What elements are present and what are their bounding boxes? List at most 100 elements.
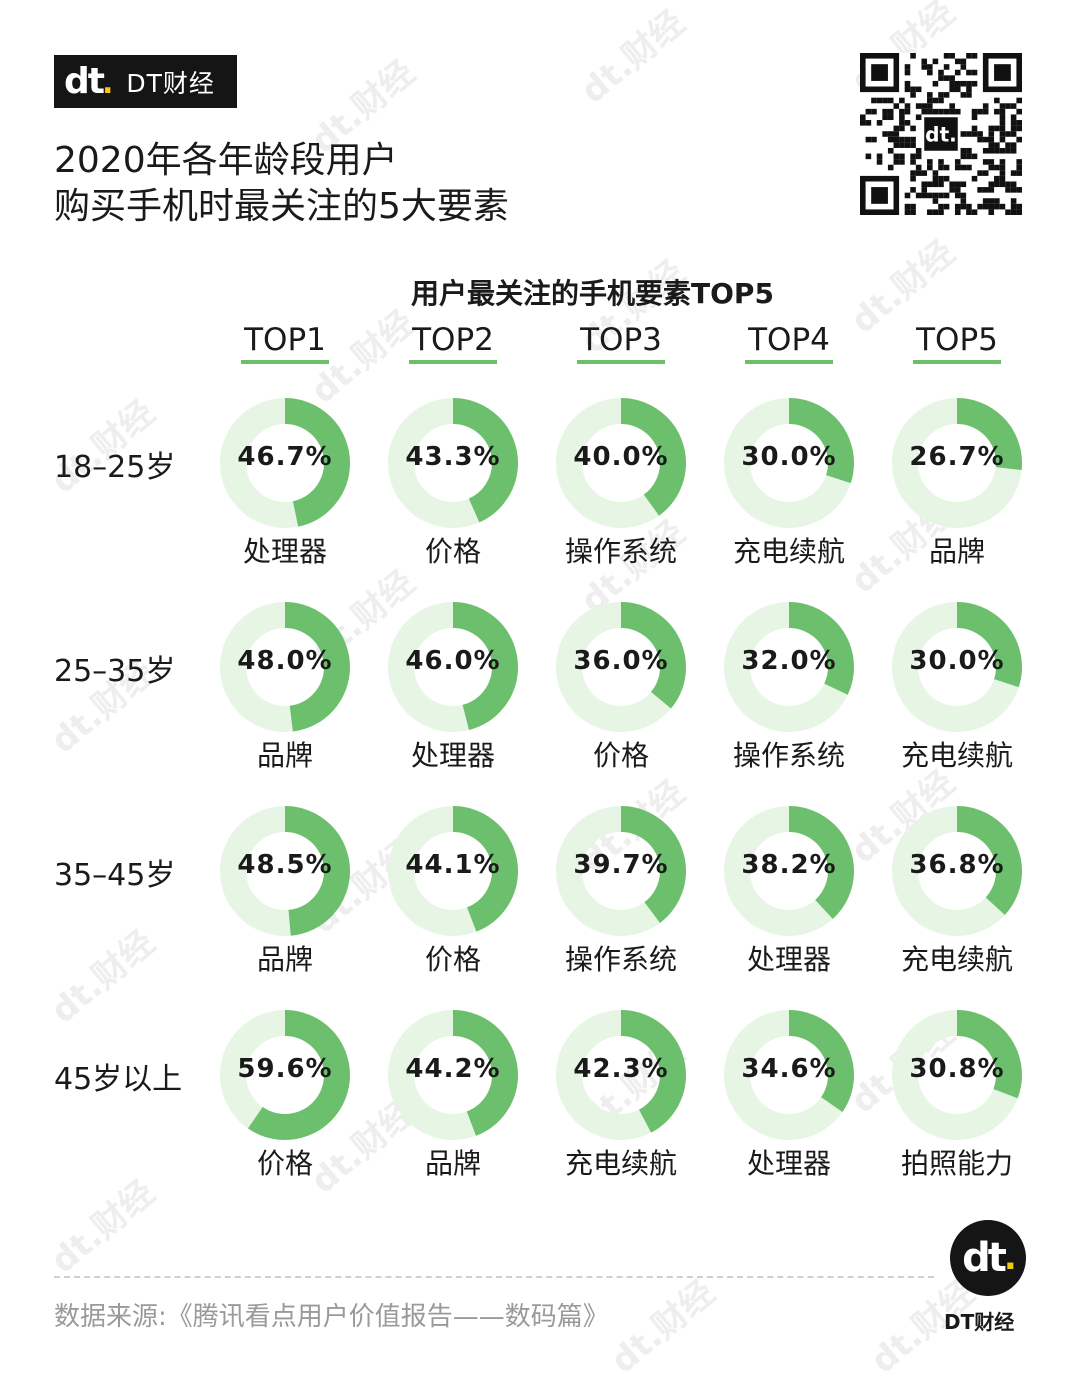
svg-text:dt.: dt. bbox=[925, 122, 957, 146]
rank-label: TOP1 bbox=[241, 322, 329, 364]
donut-value-arc bbox=[724, 1010, 854, 1140]
brand-name: DT财经 bbox=[126, 68, 215, 98]
donut-value-arc bbox=[556, 1010, 686, 1140]
percent-label: 36.0% bbox=[573, 646, 669, 676]
factor-label: 充电续航 bbox=[564, 1147, 677, 1180]
factor-label: 充电续航 bbox=[900, 943, 1013, 976]
donut-value-arc bbox=[388, 806, 518, 936]
watermark: dt.财经 bbox=[603, 1272, 723, 1382]
donut-value-arc bbox=[220, 806, 350, 936]
dt-logo-icon: dt. bbox=[64, 60, 113, 102]
donut-value-arc bbox=[556, 806, 686, 936]
title-line-2: 购买手机时最关注的5大要素 bbox=[54, 186, 509, 227]
donut-value-arc bbox=[556, 602, 686, 732]
rank-label: TOP5 bbox=[913, 322, 1001, 364]
watermark: dt.财经 bbox=[43, 922, 163, 1032]
age-group-label: 45岁以上 bbox=[54, 1062, 183, 1097]
chart-title: 用户最关注的手机要素TOP5 bbox=[411, 277, 774, 310]
donut-chart bbox=[388, 806, 518, 936]
percent-label: 30.8% bbox=[909, 1054, 1005, 1084]
percent-label: 34.6% bbox=[741, 1054, 837, 1084]
donut-chart bbox=[388, 1010, 518, 1140]
donut-value-arc bbox=[388, 398, 518, 528]
page-title: 2020年各年龄段用户 购买手机时最关注的5大要素 bbox=[54, 138, 509, 230]
factor-label: 处理器 bbox=[242, 535, 327, 568]
factor-label: 处理器 bbox=[410, 739, 495, 772]
donut-value-arc bbox=[724, 602, 854, 732]
factor-label: 品牌 bbox=[928, 535, 985, 568]
percent-label: 40.0% bbox=[573, 442, 669, 472]
donut-chart bbox=[724, 602, 854, 732]
percent-label: 38.2% bbox=[741, 850, 837, 880]
donut-value-arc bbox=[724, 806, 854, 936]
percent-label: 32.0% bbox=[741, 646, 837, 676]
rank-header-3: TOP3 bbox=[541, 322, 701, 364]
percent-label: 30.0% bbox=[741, 442, 837, 472]
age-group-label: 35–45岁 bbox=[54, 858, 176, 893]
age-group-label: 18–25岁 bbox=[54, 450, 176, 485]
donut-chart bbox=[556, 806, 686, 936]
donut-chart bbox=[724, 398, 854, 528]
percent-label: 36.8% bbox=[909, 850, 1005, 880]
rank-label: TOP4 bbox=[745, 322, 833, 364]
brand-badge: dt. DT财经 bbox=[54, 55, 237, 108]
donut-chart bbox=[892, 806, 1022, 936]
percent-label: 44.2% bbox=[405, 1054, 501, 1084]
donut-chart bbox=[724, 1010, 854, 1140]
donut-value-arc bbox=[724, 398, 854, 528]
factor-label: 充电续航 bbox=[732, 535, 845, 568]
rank-header-1: TOP1 bbox=[205, 322, 365, 364]
percent-label: 43.3% bbox=[405, 442, 501, 472]
watermark: dt.财经 bbox=[43, 1172, 163, 1282]
footer-brand-caption: DT财经 bbox=[944, 1310, 1015, 1334]
factor-label: 价格 bbox=[424, 943, 481, 976]
data-source: 数据来源:《腾讯看点用户价值报告——数码篇》 bbox=[54, 1302, 609, 1332]
percent-label: 46.7% bbox=[237, 442, 333, 472]
rank-label: TOP2 bbox=[409, 322, 497, 364]
factor-label: 品牌 bbox=[256, 739, 313, 772]
qr-code-icon: dt. bbox=[860, 53, 1022, 215]
donut-chart bbox=[892, 398, 1022, 528]
rank-header-2: TOP2 bbox=[373, 322, 533, 364]
donut-chart bbox=[220, 806, 350, 936]
factor-label: 操作系统 bbox=[564, 535, 677, 568]
factor-label: 处理器 bbox=[746, 943, 831, 976]
factor-label: 价格 bbox=[592, 739, 649, 772]
percent-label: 42.3% bbox=[573, 1054, 669, 1084]
donut-chart bbox=[388, 602, 518, 732]
donut-value-arc bbox=[892, 398, 1022, 528]
donut-chart bbox=[892, 602, 1022, 732]
donut-chart bbox=[892, 1010, 1022, 1140]
donut-value-arc bbox=[220, 602, 350, 732]
donut-value-arc bbox=[220, 398, 350, 528]
percent-label: 26.7% bbox=[909, 442, 1005, 472]
factor-label: 拍照能力 bbox=[900, 1147, 1013, 1180]
factor-label: 价格 bbox=[256, 1147, 313, 1180]
donut-value-arc bbox=[388, 1010, 518, 1140]
donut-value-arc bbox=[892, 602, 1022, 732]
donut-chart bbox=[388, 398, 518, 528]
donut-chart bbox=[220, 602, 350, 732]
factor-label: 充电续航 bbox=[900, 739, 1013, 772]
donut-value-arc bbox=[892, 1010, 1022, 1140]
donut-chart bbox=[556, 398, 686, 528]
donut-chart bbox=[220, 1010, 350, 1140]
percent-label: 39.7% bbox=[573, 850, 669, 880]
watermark: dt.财经 bbox=[573, 2, 693, 112]
age-group-label: 25–35岁 bbox=[54, 654, 176, 689]
donut-chart bbox=[556, 1010, 686, 1140]
factor-label: 操作系统 bbox=[564, 943, 677, 976]
dt-round-logo-icon: dt. bbox=[950, 1220, 1026, 1296]
factor-label: 价格 bbox=[424, 535, 481, 568]
percent-label: 46.0% bbox=[405, 646, 501, 676]
donut-value-arc bbox=[556, 398, 686, 528]
rank-header-4: TOP4 bbox=[709, 322, 869, 364]
factor-label: 处理器 bbox=[746, 1147, 831, 1180]
donut-chart bbox=[220, 398, 350, 528]
donut-chart bbox=[556, 602, 686, 732]
donut-value-arc bbox=[220, 1010, 350, 1140]
rank-header-5: TOP5 bbox=[877, 322, 1037, 364]
title-line-1: 2020年各年龄段用户 bbox=[54, 140, 398, 181]
donut-value-arc bbox=[892, 806, 1022, 936]
factor-label: 操作系统 bbox=[732, 739, 845, 772]
